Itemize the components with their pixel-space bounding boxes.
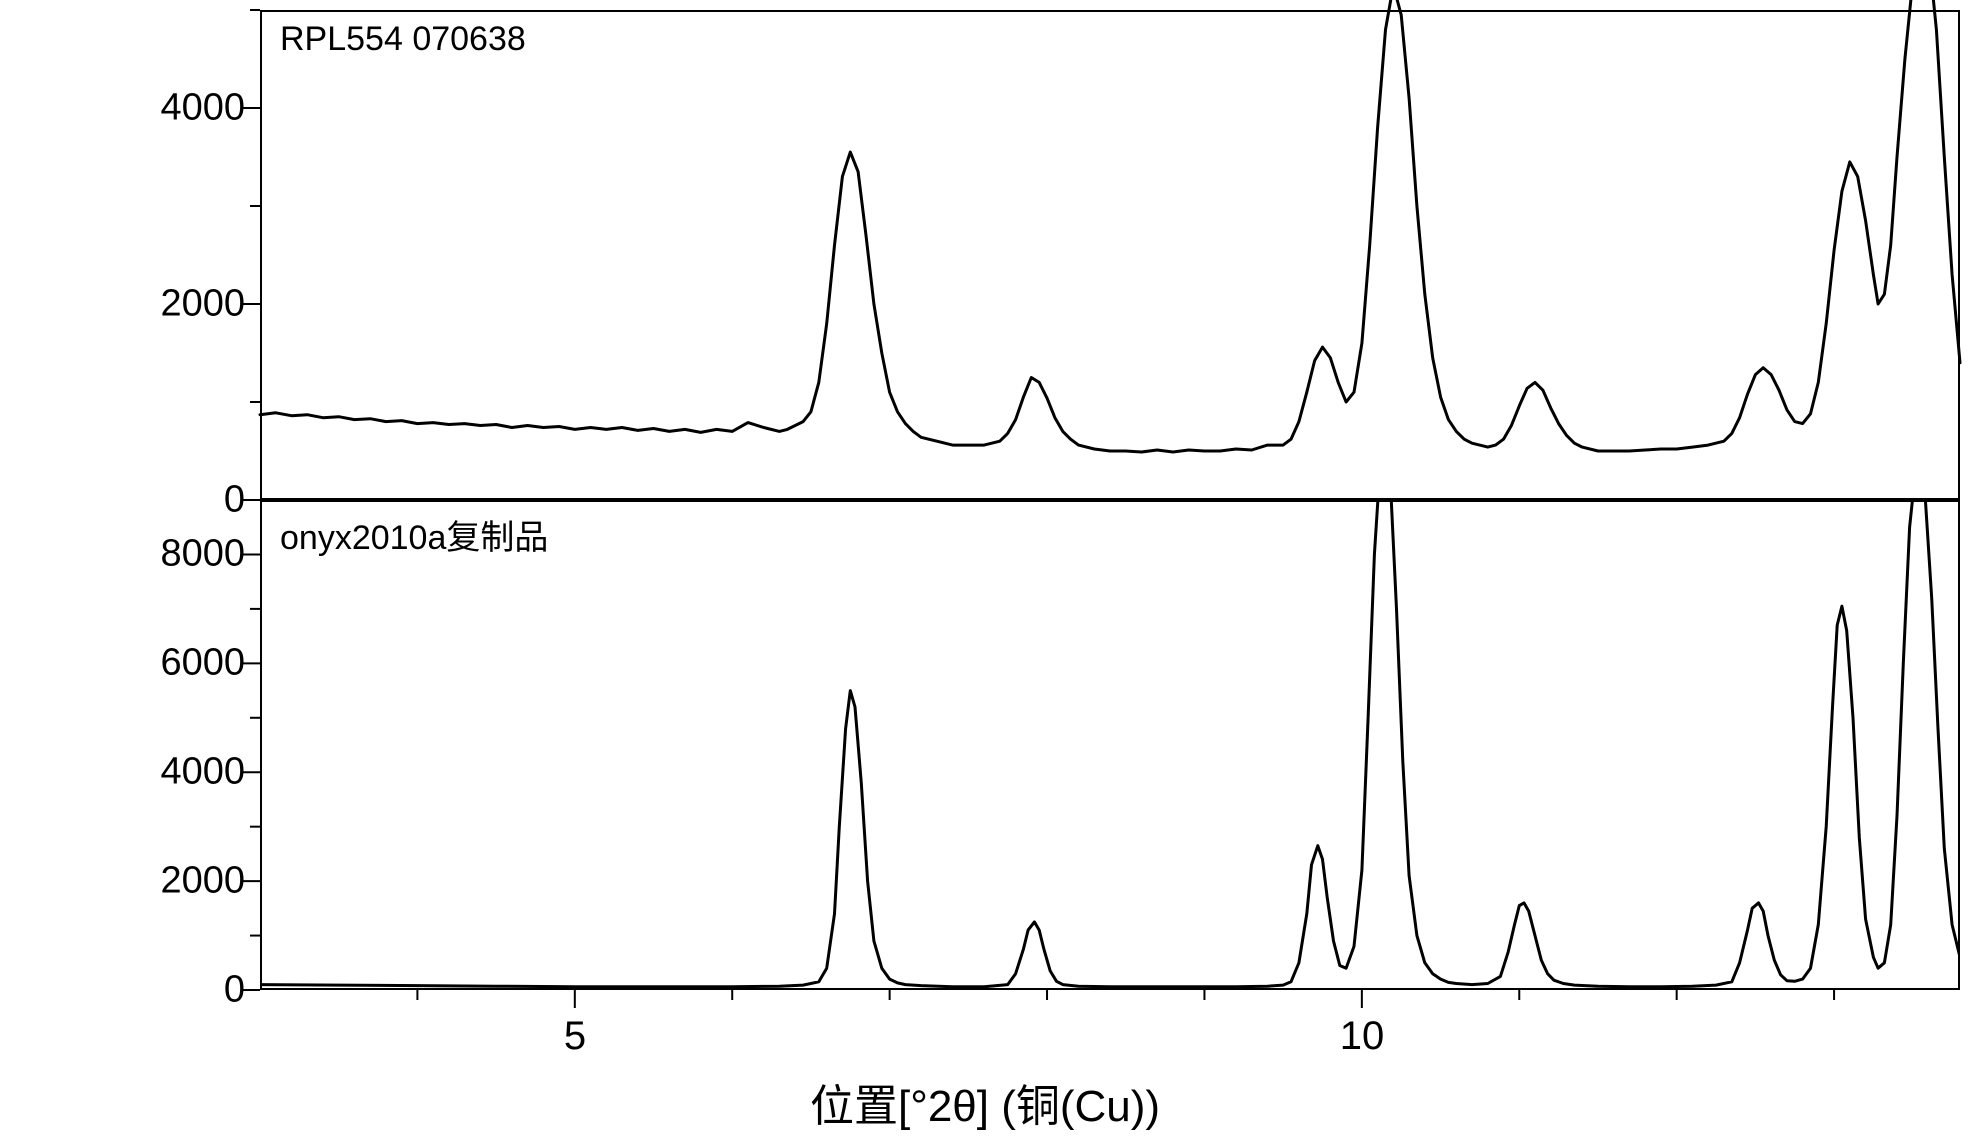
tick-marks xyxy=(0,0,1976,1136)
figure-container: RPL554 070638 onyx2010a复制品 0 2000 4000 0… xyxy=(0,0,1976,1136)
